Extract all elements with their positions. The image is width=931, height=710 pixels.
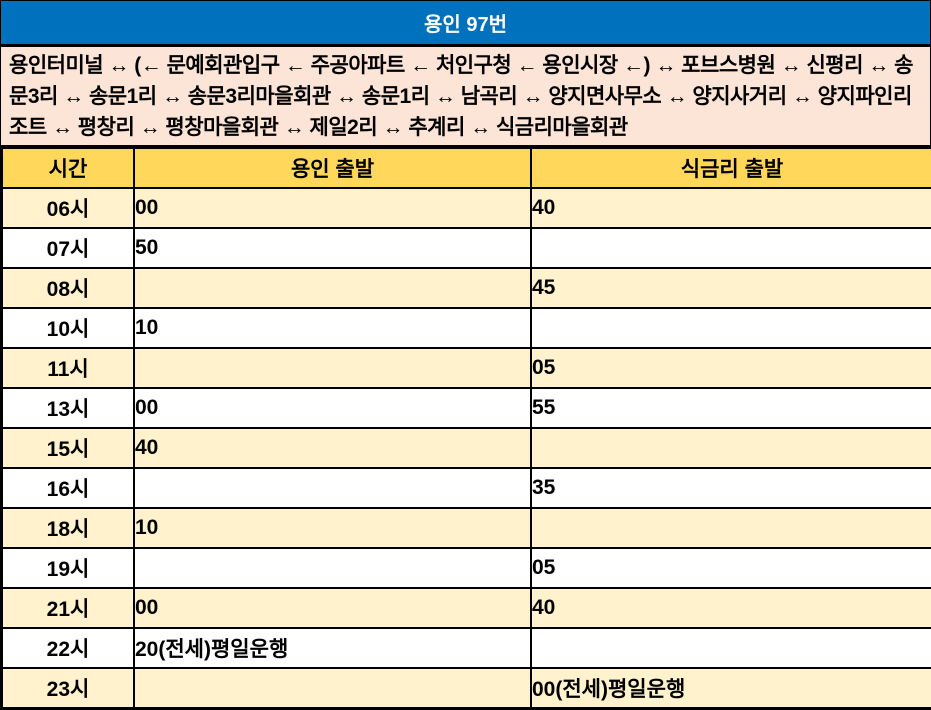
sikgeumri-departure-cell — [530, 507, 931, 549]
sikgeumri-departure-cell — [530, 627, 931, 669]
table-row: 06시 00 40 — [1, 187, 931, 229]
table-row: 11시 05 — [1, 347, 931, 389]
col-header-time: 시간 — [1, 147, 135, 189]
time-cell: 15시 — [1, 427, 135, 469]
time-cell: 16시 — [1, 467, 135, 509]
table-row: 10시 10 — [1, 307, 931, 349]
time-cell: 18시 — [1, 507, 135, 549]
yongin-departure-cell: 50 — [133, 227, 532, 269]
yongin-departure-cell: 10 — [133, 507, 532, 549]
time-cell: 07시 — [1, 227, 135, 269]
table-row: 18시 10 — [1, 507, 931, 549]
time-cell: 08시 — [1, 267, 135, 309]
col-header-sikgeumri-departure: 식금리 출발 — [530, 147, 931, 189]
header-row: 시간 용인 출발 식금리 출발 — [1, 147, 931, 189]
table-row: 15시 40 — [1, 427, 931, 469]
sikgeumri-departure-cell — [530, 227, 931, 269]
sikgeumri-departure-cell: 00(전세)평일운행 — [530, 667, 931, 709]
sikgeumri-departure-cell: 40 — [530, 187, 931, 229]
time-cell: 13시 — [1, 387, 135, 429]
route-title: 용인 97번 — [423, 14, 507, 36]
table-row: 21시 00 40 — [1, 587, 931, 629]
yongin-departure-cell: 00 — [133, 187, 532, 229]
time-cell: 06시 — [1, 187, 135, 229]
table-row: 19시 05 — [1, 547, 931, 589]
time-cell: 11시 — [1, 347, 135, 389]
yongin-departure-cell: 20(전세)평일운행 — [133, 627, 532, 669]
yongin-departure-cell: 00 — [133, 587, 532, 629]
yongin-departure-cell — [133, 347, 532, 389]
yongin-departure-cell — [133, 467, 532, 509]
timetable-body: 06시 00 40 07시 50 08시 45 10시 10 11시 05 13시 00 55 15시 40 1… — [1, 187, 931, 709]
table-row: 13시 00 55 — [1, 387, 931, 429]
table-row: 16시 35 — [1, 467, 931, 509]
time-cell: 19시 — [1, 547, 135, 589]
sikgeumri-departure-cell — [530, 307, 931, 349]
yongin-departure-cell: 40 — [133, 427, 532, 469]
table-row: 07시 50 — [1, 227, 931, 269]
sikgeumri-departure-cell — [530, 427, 931, 469]
sikgeumri-departure-cell: 05 — [530, 347, 931, 389]
sikgeumri-departure-cell: 05 — [530, 547, 931, 589]
yongin-departure-cell — [133, 267, 532, 309]
table-row: 08시 45 — [1, 267, 931, 309]
yongin-departure-cell: 10 — [133, 307, 532, 349]
time-cell: 22시 — [1, 627, 135, 669]
table-row: 22시 20(전세)평일운행 — [1, 627, 931, 669]
yongin-departure-cell — [133, 667, 532, 709]
sikgeumri-departure-cell: 35 — [530, 467, 931, 509]
route-title-bar: 용인 97번 — [1, 1, 930, 47]
yongin-departure-cell: 00 — [133, 387, 532, 429]
route-description: 용인터미널 ↔ (← 문예회관입구 ← 주공아파트 ← 처인구청 ← 용인시장 … — [1, 47, 930, 147]
yongin-departure-cell — [133, 547, 532, 589]
col-header-yongin-departure: 용인 출발 — [133, 147, 532, 189]
time-cell: 23시 — [1, 667, 135, 709]
sikgeumri-departure-cell: 55 — [530, 387, 931, 429]
time-cell: 10시 — [1, 307, 135, 349]
table-row: 23시 00(전세)평일운행 — [1, 667, 931, 709]
sikgeumri-departure-cell: 45 — [530, 267, 931, 309]
time-cell: 21시 — [1, 587, 135, 629]
timetable: 시간 용인 출발 식금리 출발 06시 00 40 07시 50 08시 45 10시 10 11… — [1, 147, 931, 709]
sikgeumri-departure-cell: 40 — [530, 587, 931, 629]
